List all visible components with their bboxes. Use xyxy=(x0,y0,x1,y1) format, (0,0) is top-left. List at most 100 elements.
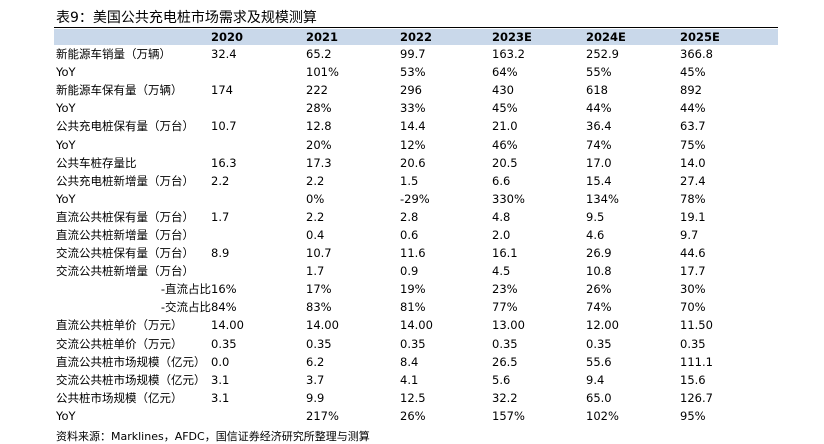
cell-value: 15.4 xyxy=(586,173,612,188)
row-label: -交流占比 xyxy=(160,300,211,315)
cell-value: 4.1 xyxy=(400,372,419,387)
cell-value: 11.6 xyxy=(400,246,426,261)
cell-value: 32.4 xyxy=(211,47,237,62)
cell-value xyxy=(211,407,306,425)
cell-value: 65.0 xyxy=(586,390,612,405)
cell-value: 4.8 xyxy=(492,209,511,224)
cell-value: 157% xyxy=(492,408,525,423)
row-label: 交流公共桩新增量（万台） xyxy=(56,264,194,279)
cell-value: 14.00 xyxy=(400,318,433,333)
cell-value: 0.35 xyxy=(586,336,612,351)
cell-value: 45% xyxy=(680,65,706,80)
cell-value: 55% xyxy=(586,65,612,80)
cell-value: 1.7 xyxy=(211,209,230,224)
cell-value: 32.2 xyxy=(492,390,518,405)
cell-value: 83% xyxy=(306,300,332,315)
row-label: YoY xyxy=(56,191,76,206)
cell-value: 0.35 xyxy=(306,336,332,351)
year-header: 2023E xyxy=(492,29,586,45)
cell-value: 74% xyxy=(586,137,612,152)
cell-value: 0.4 xyxy=(306,227,325,242)
row-label: 交流公共桩市场规模（亿元） xyxy=(56,372,206,387)
cell-value: 74% xyxy=(586,300,612,315)
cell-value: 16.3 xyxy=(211,155,237,170)
table-top-rule xyxy=(54,27,778,28)
row-label: YoY xyxy=(56,101,76,116)
cell-value: 5.6 xyxy=(492,372,511,387)
cell-value: 17% xyxy=(306,282,332,297)
row-label: 公共桩市场规模（亿元） xyxy=(56,390,183,405)
cell-value: 10.7 xyxy=(306,246,332,261)
cell-value: 30% xyxy=(680,282,706,297)
table-row: 交流公共桩市场规模（亿元） 3.1 3.7 4.1 5.6 9.4 15.6 xyxy=(54,371,778,389)
table-row: YoY 20% 12% 46% 74% 75% xyxy=(54,135,778,153)
cell-value: 99.7 xyxy=(400,47,426,62)
year-header: 2022 xyxy=(400,29,492,45)
cell-value: 6.2 xyxy=(306,354,325,369)
cell-value: 12.5 xyxy=(400,390,426,405)
cell-value: 2.2 xyxy=(306,173,325,188)
cell-value: 0.35 xyxy=(211,336,237,351)
cell-value: 3.1 xyxy=(211,372,230,387)
cell-value: 0% xyxy=(306,191,325,206)
cell-value: 0.0 xyxy=(211,354,230,369)
cell-value: 36.4 xyxy=(586,119,612,134)
cell-value: 3.1 xyxy=(211,390,230,405)
cell-value: 134% xyxy=(586,191,619,206)
cell-value: 17.0 xyxy=(586,155,612,170)
header-corner xyxy=(54,29,211,45)
cell-value xyxy=(211,99,306,117)
cell-value: 63.7 xyxy=(680,119,706,134)
cell-value: 26.5 xyxy=(492,354,518,369)
table-row: 公共车桩存量比 16.3 17.3 20.6 20.5 17.0 14.0 xyxy=(54,154,778,172)
cell-value: 366.8 xyxy=(680,47,713,62)
table-row: -直流占比 16% 17% 19% 23% 26% 30% xyxy=(54,280,778,298)
cell-value: 9.7 xyxy=(680,227,699,242)
cell-value: 20.5 xyxy=(492,155,518,170)
cell-value: 28% xyxy=(306,101,332,116)
table-title: 表9：美国公共充电桩市场需求及规模测算 xyxy=(56,10,317,26)
cell-value: 0.6 xyxy=(400,227,419,242)
cell-value: 126.7 xyxy=(680,390,713,405)
cell-value: 14.4 xyxy=(400,119,426,134)
cell-value xyxy=(211,262,306,280)
row-label: 公共充电桩保有量（万台） xyxy=(56,119,194,134)
cell-value: 10.8 xyxy=(586,264,612,279)
row-label: 直流公共桩市场规模（亿元） xyxy=(56,354,206,369)
year-header: 2021 xyxy=(306,29,400,45)
cell-value: 81% xyxy=(400,300,426,315)
cell-value: 53% xyxy=(400,65,426,80)
cell-value: 0.35 xyxy=(680,336,706,351)
table-row: 交流公共桩新增量（万台） 1.7 0.9 4.5 10.8 17.7 xyxy=(54,262,778,280)
cell-value: 2.2 xyxy=(211,173,230,188)
cell-value: 222 xyxy=(306,83,328,98)
cell-value: 21.0 xyxy=(492,119,518,134)
cell-value: 330% xyxy=(492,191,525,206)
table-row: 新能源车销量（万辆） 32.4 65.2 99.7 163.2 252.9 366.8 xyxy=(54,45,778,63)
cell-value: 23% xyxy=(492,282,518,297)
cell-value: 19.1 xyxy=(680,209,706,224)
row-label: YoY xyxy=(56,137,76,152)
cell-value: 9.9 xyxy=(306,390,325,405)
year-header: 2024E xyxy=(586,29,680,45)
cell-value: 77% xyxy=(492,300,518,315)
data-table: 2020 2021 2022 2023E 2024E 2025E 新能源车销量（万辆） 32… xyxy=(54,29,778,425)
cell-value: 111.1 xyxy=(680,354,713,369)
cell-value: 15.6 xyxy=(680,372,706,387)
row-label: 新能源车销量（万辆） xyxy=(56,47,171,62)
table-row: -交流占比 84% 83% 81% 77% 74% 70% xyxy=(54,298,778,316)
header-row: 2020 2021 2022 2023E 2024E 2025E xyxy=(54,29,778,45)
cell-value: 0.35 xyxy=(400,336,426,351)
cell-value: 4.6 xyxy=(586,227,605,242)
cell-value: 102% xyxy=(586,408,619,423)
row-label: YoY xyxy=(56,65,76,80)
table-row: 直流公共桩单价（万元） 14.00 14.00 14.00 13.00 12.00 11.5… xyxy=(54,316,778,334)
table-row: 直流公共桩保有量（万台） 1.7 2.2 2.8 4.8 9.5 19.1 xyxy=(54,208,778,226)
table-row: YoY 28% 33% 45% 44% 44% xyxy=(54,99,778,117)
cell-value: 10.7 xyxy=(211,119,237,134)
cell-value: 2.2 xyxy=(306,209,325,224)
cell-value: 26.9 xyxy=(586,246,612,261)
cell-value xyxy=(211,226,306,244)
cell-value: 12.8 xyxy=(306,119,332,134)
cell-value: 12% xyxy=(400,137,426,152)
